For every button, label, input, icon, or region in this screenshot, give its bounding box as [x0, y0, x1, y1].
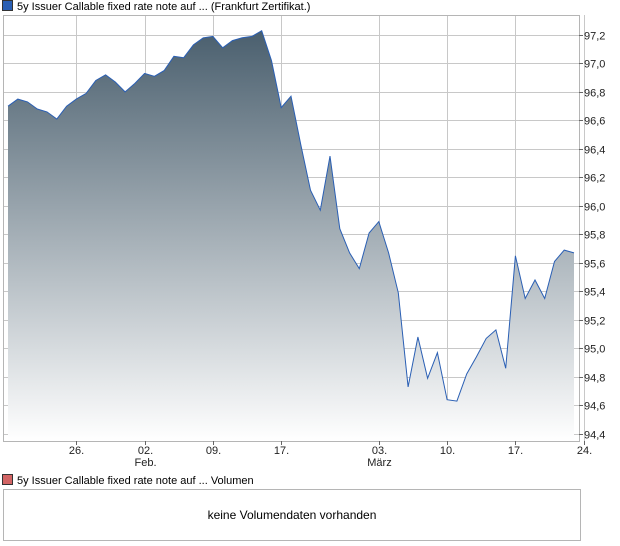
x-tick-label: 02. — [138, 445, 153, 457]
x-tick-label: 26. — [69, 445, 84, 457]
y-tick-label: 95,4 — [584, 287, 605, 299]
y-tick-label: 96,4 — [584, 145, 605, 157]
y-tick-label: 95,8 — [584, 230, 605, 242]
x-tick-label: 03. — [372, 445, 387, 457]
x-tick-label: 24. — [577, 445, 592, 457]
y-tick-label: 95,2 — [584, 316, 605, 328]
x-month-label: Feb. — [134, 457, 156, 469]
x-tick-label: 17. — [274, 445, 289, 457]
y-tick-label: 94,4 — [584, 430, 605, 442]
x-tick-label: 09. — [206, 445, 221, 457]
x-month-label: März — [367, 457, 391, 469]
volume-panel: keine Volumendaten vorhanden — [3, 489, 581, 541]
volume-empty-message: keine Volumendaten vorhanden — [207, 508, 377, 522]
plot-border — [3, 15, 580, 442]
volume-legend-label: 5y Issuer Callable fixed rate note auf .… — [17, 475, 254, 487]
y-tick-label: 97,2 — [584, 31, 605, 43]
price-legend-label: 5y Issuer Callable fixed rate note auf .… — [17, 1, 311, 13]
x-tick-label: 17. — [508, 445, 523, 457]
y-tick-label: 95,6 — [584, 259, 605, 271]
price-area — [8, 30, 574, 441]
x-axis: 26.02.Feb.09.17.03.März10.17.24.01.April… — [69, 441, 592, 469]
y-tick-label: 95,0 — [584, 344, 605, 356]
y-tick-label: 96,8 — [584, 88, 605, 100]
price-line — [7, 29, 575, 402]
volume-legend: 5y Issuer Callable fixed rate note auf .… — [2, 474, 254, 488]
y-tick-label: 96,2 — [584, 173, 605, 185]
price-chart: 94,4 94,6 94,8 95,0 95,2 95,4 95,6 95,8 96,0 96,2… — [3, 15, 605, 469]
y-tick-label: 97,0 — [584, 59, 605, 71]
y-tick-label: 94,6 — [584, 401, 605, 413]
y-tick-label: 94,8 — [584, 373, 605, 385]
volume-legend-swatch — [2, 474, 13, 485]
x-tick-label: 10. — [440, 445, 455, 457]
price-legend: 5y Issuer Callable fixed rate note auf .… — [2, 0, 310, 14]
y-tick-label: 96,6 — [584, 116, 605, 128]
price-legend-swatch — [2, 0, 13, 11]
y-tick-label: 96,0 — [584, 202, 605, 214]
y-axis: 94,4 94,6 94,8 95,0 95,2 95,4 95,6 95,8 96,0 96,2… — [579, 31, 605, 442]
